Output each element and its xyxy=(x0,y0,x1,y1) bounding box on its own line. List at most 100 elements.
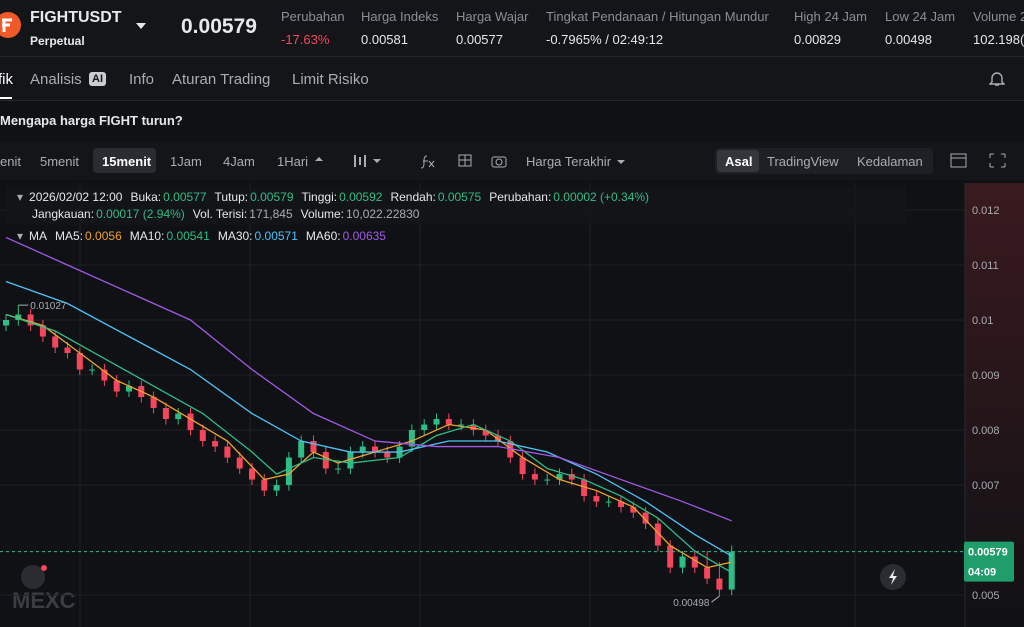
candle-body xyxy=(605,501,612,503)
candle-body xyxy=(52,336,59,348)
interval[interactable]: 15menit xyxy=(102,154,152,169)
y-tick-label: 0.011 xyxy=(972,260,999,272)
caret: ▾ xyxy=(17,229,24,243)
candle-body xyxy=(322,452,329,469)
y-tick-label: 0.012 xyxy=(972,205,1000,217)
candle-body xyxy=(27,314,34,326)
info-value: 0.00592 xyxy=(339,190,383,204)
interval[interactable]: 1Jam xyxy=(170,154,202,169)
contract-type: Perpetual xyxy=(30,34,85,48)
flash-icon xyxy=(889,569,897,585)
last-price: 0.00579 xyxy=(181,15,257,38)
candle-body xyxy=(544,479,551,481)
interval[interactable]: enit xyxy=(0,154,21,169)
candle-body xyxy=(285,457,292,486)
candle-body xyxy=(298,441,305,458)
candle-body xyxy=(581,479,588,497)
candle-body xyxy=(654,523,661,546)
candle-body xyxy=(691,556,698,568)
candle-body xyxy=(150,397,157,409)
candle-body xyxy=(618,501,624,508)
candle-body xyxy=(445,419,452,425)
info-value: 0.00577 xyxy=(163,190,207,204)
candle-body xyxy=(249,468,255,480)
view-selected-bg xyxy=(717,150,759,172)
ai-badge: AI xyxy=(89,72,106,86)
candle-body xyxy=(162,408,169,420)
low-label: 0.00498 xyxy=(673,598,710,609)
price-type-select[interactable]: Harga Terakhir xyxy=(526,154,612,169)
candle-body xyxy=(667,545,674,568)
info-value: 10,022.22830 xyxy=(346,207,420,221)
candle-body xyxy=(187,413,194,431)
candle-body xyxy=(212,441,219,447)
price-tag xyxy=(964,541,1014,582)
y-tick-label: 0.005 xyxy=(972,590,1000,602)
alert-button[interactable] xyxy=(21,565,45,589)
stat-value: 102.198( xyxy=(973,32,1024,47)
legend-name: MA60: xyxy=(305,229,341,243)
tool-icons[interactable] xyxy=(315,152,625,170)
dropdown[interactable] xyxy=(135,22,147,30)
candle-body xyxy=(408,430,415,447)
candle-body xyxy=(175,413,182,420)
candle-body xyxy=(384,452,391,458)
ma-line xyxy=(5,280,733,557)
interval[interactable]: 4Jam xyxy=(223,154,255,169)
tab[interactable]: Analisis xyxy=(30,71,82,88)
view-option[interactable]: Asal xyxy=(725,154,753,169)
legend-name: MA10: xyxy=(129,229,165,243)
tab[interactable]: Limit Risiko xyxy=(292,71,369,88)
candle-body xyxy=(482,430,489,436)
tab[interactable]: Aturan Trading xyxy=(172,71,271,88)
candle-body xyxy=(39,325,46,337)
legend-value: 0.00541 xyxy=(166,229,210,243)
view-option[interactable]: TradingView xyxy=(767,154,839,169)
stat-value: 0.00581 xyxy=(361,32,408,47)
candle-body xyxy=(310,441,317,453)
candle-body xyxy=(261,479,268,491)
candle-body xyxy=(630,507,637,513)
caret: ▾ xyxy=(17,190,24,204)
legend-value: 0.00571 xyxy=(254,229,298,243)
candle-body xyxy=(568,474,575,480)
tab[interactable]: Info xyxy=(129,71,155,88)
info-label: Volume: xyxy=(300,207,345,221)
interval-selected-bg xyxy=(93,148,156,173)
candle-body xyxy=(101,369,108,381)
watermark: MEXC xyxy=(12,588,76,613)
view-option[interactable]: Kedalaman xyxy=(857,154,923,169)
candle-body xyxy=(236,457,243,469)
symbol[interactable]: FIGHTUSDT xyxy=(30,9,122,26)
candle-body xyxy=(433,419,440,425)
candle-body xyxy=(15,314,22,320)
layout-icons[interactable] xyxy=(950,152,1010,170)
countdown: 04:09 xyxy=(968,567,996,579)
stat-value: -0.7965% / 02:49:12 xyxy=(546,32,664,47)
info-value: 0.00575 xyxy=(437,190,482,204)
info-value: 171,845 xyxy=(249,207,293,221)
stat-label: High 24 Jam xyxy=(794,9,867,24)
question-link[interactable]: Mengapa harga FIGHT turun? xyxy=(0,113,183,128)
ma-label: MA xyxy=(29,229,48,243)
candle-body xyxy=(273,485,280,491)
candle-body xyxy=(3,319,9,326)
legend-value: 0.00635 xyxy=(342,229,386,243)
info-label: Vol. Terisi: xyxy=(192,207,248,221)
y-tick-label: 0.01 xyxy=(972,315,993,327)
candle-body xyxy=(593,496,600,502)
interval[interactable]: 1Hari xyxy=(277,154,309,169)
interval[interactable]: 5menit xyxy=(40,154,80,169)
stat-value: 0.00829 xyxy=(794,32,841,47)
info-value: 0.00017 (2.94%) xyxy=(96,207,185,221)
candle-body xyxy=(519,457,526,475)
tab[interactable]: fik xyxy=(0,71,13,88)
info-value: 0.00579 xyxy=(250,190,294,204)
low-pointer xyxy=(711,595,720,603)
y-tick-label: 0.007 xyxy=(972,480,1000,492)
candle-body xyxy=(64,347,71,354)
y-tick-label: 0.009 xyxy=(972,370,1000,382)
bell-icon[interactable] xyxy=(989,70,1005,87)
ma-line xyxy=(5,313,732,569)
stat-label: Harga Wajar xyxy=(456,9,529,24)
